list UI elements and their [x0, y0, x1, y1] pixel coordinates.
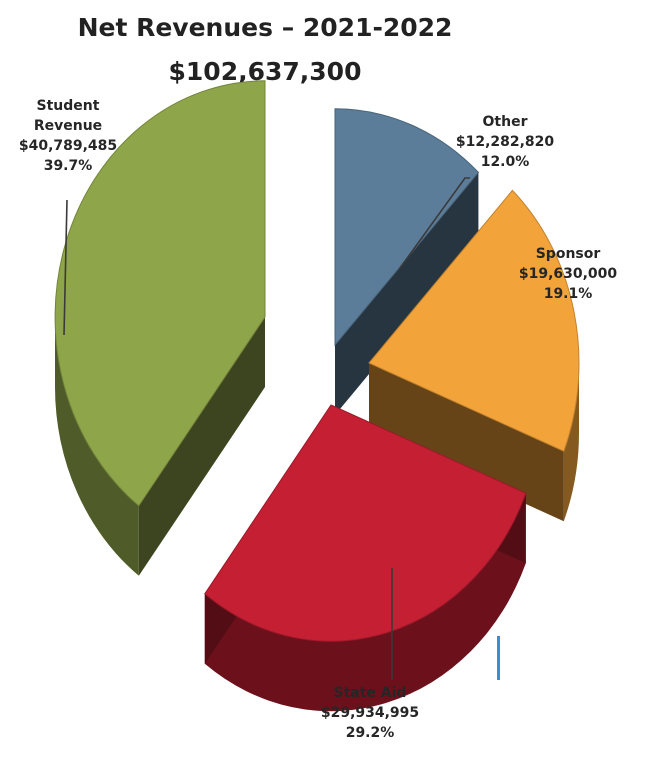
label-sponsor-line-0: Sponsor [536, 246, 601, 262]
slice-state-aid-top [204, 404, 527, 642]
label-other-line-2: 12.0% [481, 154, 530, 170]
label-sponsor-line-1: $19,630,000 [519, 266, 618, 282]
label-other-line-0: Other [483, 114, 528, 130]
slice-sponsor-side [563, 363, 579, 522]
label-other-line-1: $12,282,820 [456, 134, 555, 150]
label-student-revenue-line-3: 39.7% [44, 158, 93, 174]
chart-title: Net Revenues – 2021-2022 [78, 13, 453, 42]
slice-state-aid-side [204, 493, 526, 712]
slice-sponsor-cut-1 [369, 363, 564, 522]
label-state-aid-line-2: 29.2% [346, 725, 395, 741]
slice-sponsor-top [368, 189, 580, 452]
slice-other-cut-1 [335, 172, 479, 415]
slice-student-revenue-side [55, 317, 139, 576]
slice-other-top [334, 108, 480, 347]
decorative-mark [497, 636, 500, 680]
slice-other [334, 108, 480, 415]
slice-sponsor [368, 189, 580, 522]
slice-student-revenue [54, 80, 266, 576]
label-student-revenue-line-0: Student [37, 98, 100, 114]
labels-layer: Other $12,282,820 12.0% Sponsor $19,630,000 1… [19, 98, 618, 741]
label-state-aid-line-0: State Aid [334, 685, 407, 701]
label-student-revenue-line-1: Revenue [34, 118, 102, 134]
slices-layer [54, 80, 580, 712]
label-sponsor-line-2: 19.1% [544, 286, 593, 302]
label-other-leader [399, 177, 470, 269]
slice-state-aid [204, 404, 527, 712]
label-state-aid-line-1: $29,934,995 [321, 705, 419, 721]
label-student-revenue-line-2: $40,789,485 [19, 138, 117, 154]
slice-student-revenue-cut-0 [138, 317, 265, 576]
label-student-revenue-leader [63, 199, 68, 336]
